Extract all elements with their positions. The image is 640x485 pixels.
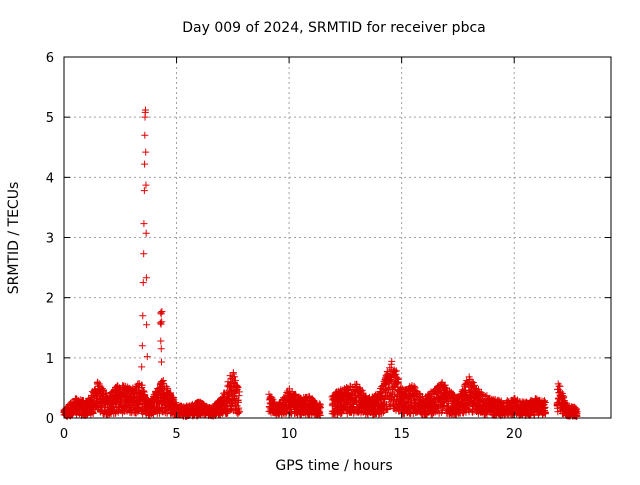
x-tick-label: 5: [172, 427, 180, 442]
y-axis-label: SRMTID / TECUs: [6, 182, 22, 295]
data-point: [142, 274, 150, 282]
y-tick-label: 3: [46, 232, 54, 247]
data-point: [158, 308, 166, 316]
data-point: [138, 381, 146, 389]
y-tick-label: 5: [46, 111, 54, 126]
y-tick-label: 6: [46, 51, 54, 66]
data-point: [139, 312, 147, 320]
data-point: [141, 160, 149, 168]
data-point: [378, 409, 386, 417]
data-point: [560, 393, 568, 401]
data-point: [156, 319, 164, 327]
data-point: [224, 409, 232, 417]
data-point: [469, 378, 477, 386]
data-point: [358, 386, 366, 394]
data-point: [541, 399, 549, 407]
data-point: [449, 390, 457, 398]
x-tick-label: 0: [60, 427, 68, 442]
data-point: [385, 384, 393, 392]
data-point: [142, 181, 150, 189]
data-point: [157, 358, 165, 366]
data-point: [234, 396, 242, 404]
data-point: [143, 321, 151, 329]
data-point: [541, 410, 549, 418]
data-point: [141, 131, 149, 139]
grid-lines: [64, 57, 611, 418]
data-point: [468, 408, 476, 416]
x-tick-label: 20: [506, 427, 523, 442]
data-point: [468, 378, 476, 386]
x-axis-label: GPS time / hours: [275, 458, 392, 474]
data-point: [471, 381, 479, 389]
data-point: [138, 363, 146, 371]
data-point: [556, 382, 564, 390]
axis-ticks: 0 1 2 3 4 5 6 0 5 10 15 20: [46, 51, 611, 442]
data-point: [158, 318, 166, 326]
data-point: [141, 106, 149, 114]
data-point: [159, 376, 167, 384]
chart-title: Day 009 of 2024, SRMTID for receiver pbc…: [182, 20, 485, 36]
data-point: [557, 388, 565, 396]
data-point: [140, 250, 148, 258]
data-point: [478, 390, 486, 398]
data-point: [411, 384, 419, 392]
data-point: [143, 353, 151, 361]
y-tick-label: 0: [46, 412, 54, 427]
data-point: [234, 384, 242, 392]
data-point: [227, 374, 235, 382]
data-point: [235, 388, 243, 396]
x-tick-label: 15: [393, 427, 410, 442]
data-point: [317, 404, 325, 412]
data-point: [573, 412, 581, 420]
y-tick-label: 2: [46, 292, 54, 307]
y-tick-label: 1: [46, 352, 54, 367]
data-point: [138, 342, 146, 350]
data-point: [139, 410, 147, 418]
data-point: [141, 391, 149, 399]
data-point: [233, 383, 241, 391]
data-point: [441, 381, 449, 389]
data-point: [392, 367, 400, 375]
data-point: [541, 397, 549, 405]
data-point: [139, 279, 147, 287]
data-point: [158, 378, 166, 386]
data-point: [134, 405, 142, 413]
data-point: [388, 357, 396, 365]
data-point: [346, 407, 354, 415]
data-point: [235, 408, 243, 416]
data-point: [142, 148, 150, 156]
y-tick-label: 4: [46, 171, 54, 186]
data-point: [394, 375, 402, 383]
data-point: [231, 376, 239, 384]
x-tick-label: 10: [281, 427, 298, 442]
data-point: [229, 369, 237, 377]
data-point: [142, 229, 150, 237]
data-point: [407, 394, 415, 402]
data-point: [157, 345, 165, 353]
data-points: [60, 106, 581, 420]
data-point: [140, 187, 148, 195]
data-point: [554, 408, 562, 416]
data-point: [140, 220, 148, 228]
data-point: [157, 337, 165, 345]
